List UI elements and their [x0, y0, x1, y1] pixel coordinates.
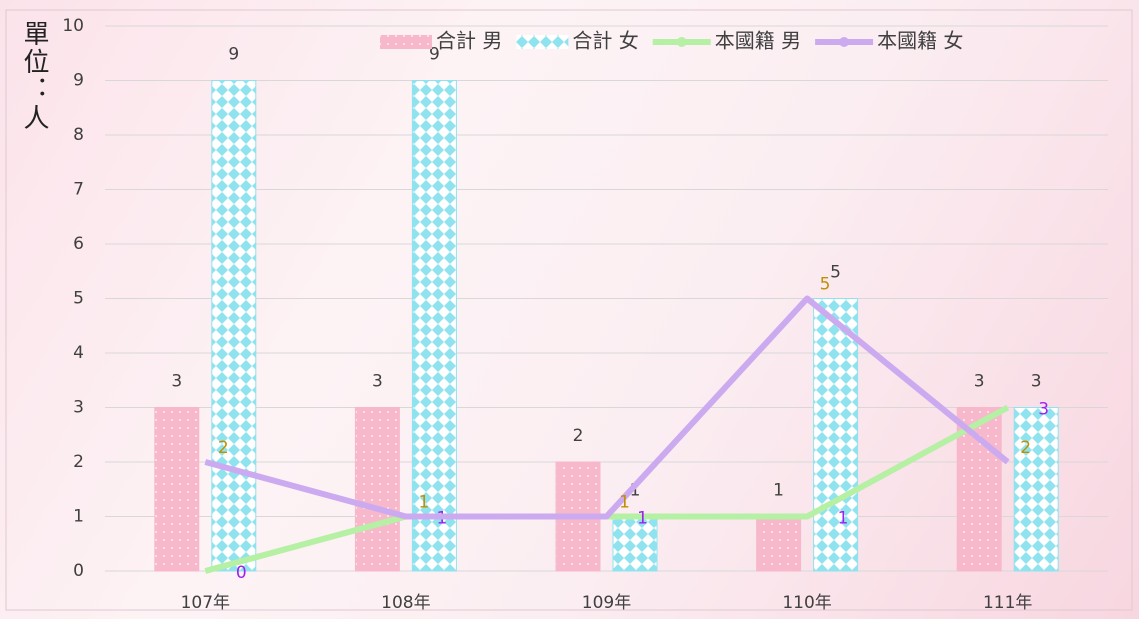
y-axis-label: 單位：人: [16, 20, 53, 132]
data-label: 3: [1038, 400, 1049, 420]
bar: [1014, 408, 1058, 572]
line: [205, 408, 1007, 572]
data-label: 1: [418, 493, 429, 513]
y-tick-label: 9: [73, 71, 84, 91]
data-label: 3: [171, 372, 182, 392]
data-label: 1: [773, 481, 784, 501]
data-label: 1: [619, 493, 630, 513]
legend-marker: [839, 37, 849, 47]
data-label: 1: [637, 509, 648, 529]
bar: [212, 81, 256, 572]
bar: [757, 517, 801, 572]
y-tick-label: 2: [73, 452, 84, 472]
chart-area: 012345678910107年108年109年110年111年33213991…: [0, 0, 1139, 619]
x-tick-label: 108年: [381, 593, 430, 613]
chart: 012345678910107年108年109年110年111年33213991…: [0, 0, 1139, 619]
y-tick-label: 0: [73, 561, 84, 581]
legend-swatch: [516, 35, 568, 49]
data-label: 3: [974, 372, 985, 392]
y-tick-label: 3: [73, 398, 84, 418]
x-tick-label: 110年: [782, 593, 831, 613]
legend-label: 本國籍 男: [715, 29, 801, 53]
legend-swatch: [380, 35, 432, 49]
data-label: 1: [838, 509, 849, 529]
legend-label: 合計 男: [436, 29, 502, 53]
bar: [155, 408, 199, 572]
bar: [613, 517, 657, 572]
legend-label: 合計 女: [572, 29, 638, 53]
y-tick-label: 8: [73, 125, 84, 145]
y-tick-label: 7: [73, 180, 84, 200]
data-label: 3: [1031, 372, 1042, 392]
data-label: 3: [372, 372, 383, 392]
bar: [355, 408, 399, 572]
data-label: 5: [830, 263, 841, 283]
y-tick-label: 10: [62, 16, 84, 36]
data-label: 2: [1020, 438, 1031, 458]
y-tick-label: 4: [73, 343, 84, 363]
y-tick-label: 1: [73, 507, 84, 527]
data-label: 5: [820, 275, 831, 295]
x-tick-label: 109年: [582, 593, 631, 613]
legend-label: 本國籍 女: [877, 29, 963, 53]
y-tick-label: 5: [73, 289, 84, 309]
legend-marker: [677, 37, 687, 47]
bar: [814, 299, 858, 572]
data-label: 9: [228, 45, 239, 65]
data-label: 0: [236, 563, 247, 583]
data-label: 2: [218, 438, 229, 458]
x-tick-label: 111年: [983, 593, 1032, 613]
y-tick-label: 6: [73, 234, 84, 254]
data-label: 2: [573, 426, 584, 446]
x-tick-label: 107年: [181, 593, 230, 613]
